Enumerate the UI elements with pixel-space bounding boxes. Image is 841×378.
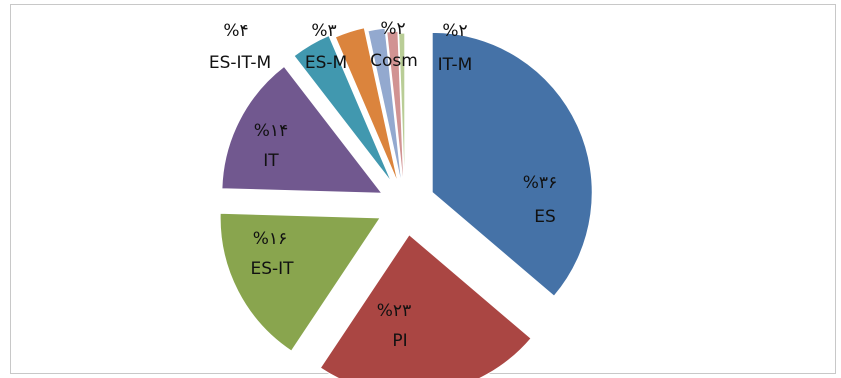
- label-pct-es: %۳۶: [523, 173, 557, 193]
- label-pct-pi: %۲۳: [377, 301, 411, 321]
- label-name-es-m: ES-M: [305, 53, 347, 73]
- pie-slice-es-m-5: [334, 27, 399, 185]
- pie-slice-it-3: [221, 65, 383, 194]
- pie-slice-cosm-7: [386, 30, 405, 192]
- label-name-es-it-m: ES-IT-M: [209, 53, 271, 73]
- label-pct-es-it: %۱۶: [253, 229, 287, 249]
- label-name-pi: PI: [392, 331, 407, 351]
- pie-slice-pi-1: [319, 233, 532, 378]
- label-pct-cosm: %۲: [380, 19, 405, 39]
- pie-slices: [219, 27, 593, 378]
- label-pct-es-it-m: %۴: [223, 21, 248, 41]
- label-name-es: ES: [534, 207, 556, 227]
- label-name-cosm: Cosm: [370, 51, 418, 71]
- pie-slice-es-it-2: [219, 212, 382, 352]
- pie-labels: %۳۶ ES %۲۳ PI %۱۶ ES-IT %۱۴ IT %۴ ES-IT-…: [209, 19, 557, 351]
- label-pct-es-m: %۳: [311, 21, 336, 41]
- pie-slice-it-m-8: [398, 32, 406, 194]
- pie-slice-es-0: [431, 31, 593, 297]
- pie-slice-es-it-m-4: [293, 34, 393, 183]
- label-name-it-m: IT-M: [438, 55, 473, 75]
- label-name-it: IT: [263, 151, 279, 171]
- label-pct-it-m: %۲: [442, 21, 467, 41]
- label-pct-it: %۱۴: [254, 121, 288, 141]
- label-name-es-it: ES-IT: [250, 259, 294, 279]
- pie-slice-unlabeled-6: [367, 27, 403, 188]
